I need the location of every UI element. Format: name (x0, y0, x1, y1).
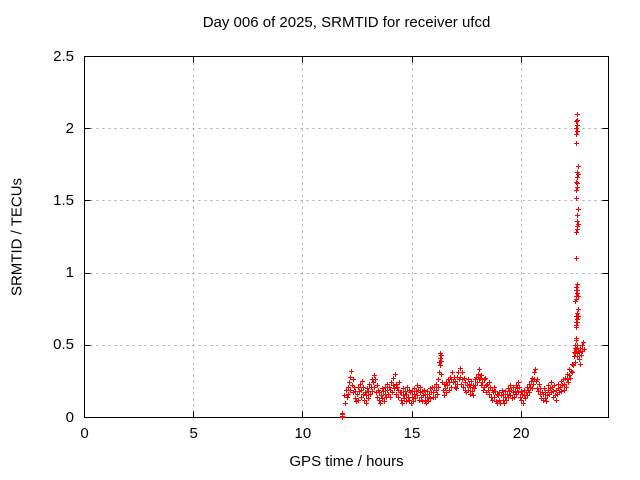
y-tick-label: 1.5 (53, 191, 74, 209)
y-tick-label: 0.5 (53, 336, 74, 354)
x-tick-label: 15 (403, 425, 421, 442)
x-tick-label: 0 (80, 425, 89, 442)
plot-border (84, 56, 609, 418)
y-tick-label: 1 (65, 264, 74, 282)
x-axis-label: GPS time / hours (289, 453, 404, 470)
x-tick-label: 10 (294, 425, 312, 442)
x-tick-label: 20 (512, 425, 530, 442)
data-points (340, 112, 587, 420)
y-tick-label: 2 (65, 119, 74, 137)
y-tick-label: 0 (65, 408, 74, 426)
y-tick-label: 2.5 (53, 47, 74, 65)
x-tick-label: 5 (189, 425, 198, 442)
chart-title: Day 006 of 2025, SRMTID for receiver ufc… (202, 14, 491, 31)
